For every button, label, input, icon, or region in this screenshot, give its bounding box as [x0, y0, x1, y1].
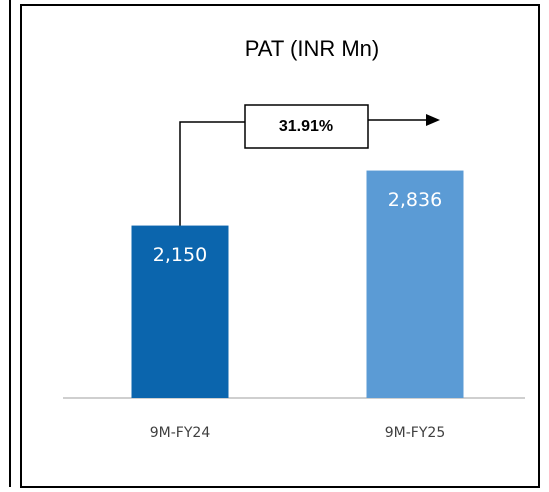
arrow-head: [426, 114, 440, 126]
bar: [131, 225, 229, 398]
x-tick-label: 9M-FY25: [385, 425, 445, 441]
panel-border: [20, 4, 540, 488]
annotation-box: [244, 104, 369, 149]
x-tick-label: 9M-FY24: [150, 425, 211, 441]
connector: [179, 121, 245, 226]
annotation: 31.91%: [279, 118, 333, 135]
chart-title: PAT (INR Mn): [245, 36, 379, 61]
value-label: 2,836: [388, 189, 442, 211]
bar: [366, 170, 464, 398]
value-label: 2,150: [153, 244, 207, 266]
